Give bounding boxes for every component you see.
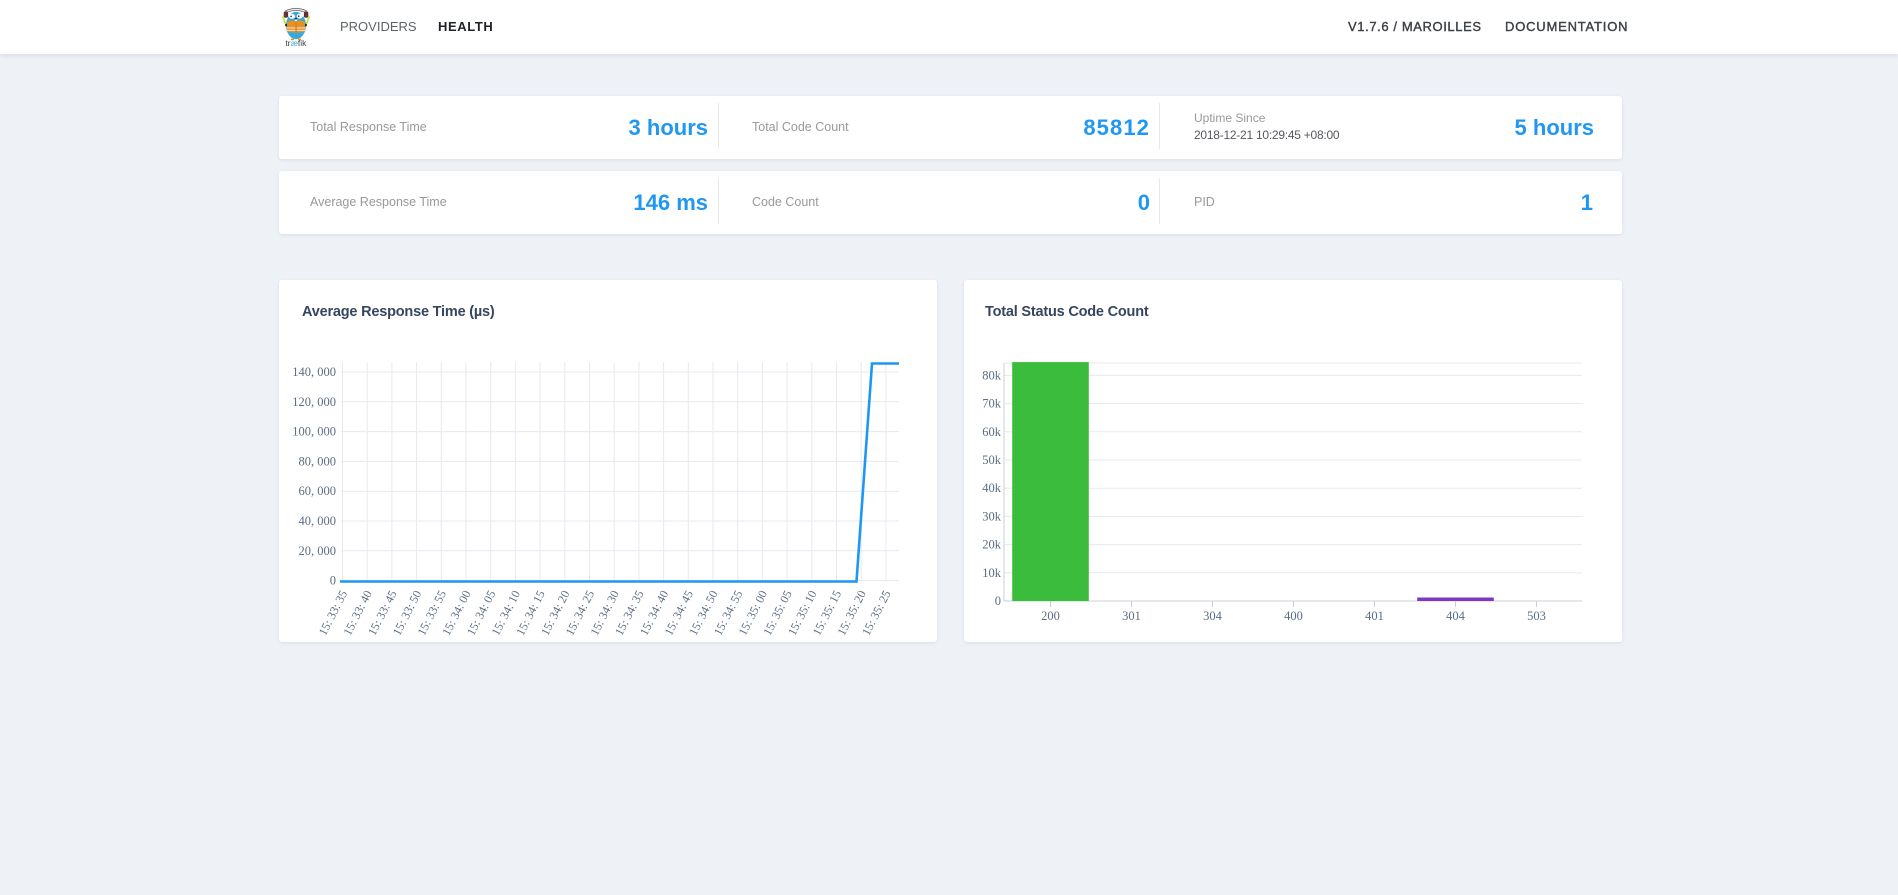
svg-text:80k: 80k [982, 368, 1002, 382]
svg-text:0: 0 [995, 594, 1001, 608]
svg-text:80, 000: 80, 000 [299, 454, 337, 468]
svg-text:70k: 70k [982, 397, 1002, 411]
svg-text:træfik: træfik [285, 38, 307, 48]
svg-text:120, 000: 120, 000 [292, 395, 336, 409]
svg-text:50k: 50k [982, 453, 1002, 467]
svg-text:401: 401 [1365, 609, 1384, 623]
svg-text:60, 000: 60, 000 [299, 484, 337, 498]
svg-text:20, 000: 20, 000 [299, 544, 337, 558]
svg-text:200: 200 [1041, 609, 1060, 623]
svg-text:20k: 20k [982, 538, 1002, 552]
svg-text:400: 400 [1284, 609, 1303, 623]
svg-text:304: 304 [1203, 609, 1223, 623]
svg-text:10k: 10k [982, 566, 1002, 580]
svg-text:100, 000: 100, 000 [292, 425, 336, 439]
svg-text:404: 404 [1446, 609, 1466, 623]
svg-text:30k: 30k [982, 509, 1002, 523]
svg-text:140, 000: 140, 000 [292, 365, 336, 379]
svg-text:0: 0 [330, 574, 336, 588]
svg-text:301: 301 [1122, 609, 1141, 623]
svg-text:60k: 60k [982, 425, 1002, 439]
svg-text:40, 000: 40, 000 [299, 514, 337, 528]
svg-text:503: 503 [1527, 609, 1546, 623]
svg-text:40k: 40k [982, 481, 1002, 495]
